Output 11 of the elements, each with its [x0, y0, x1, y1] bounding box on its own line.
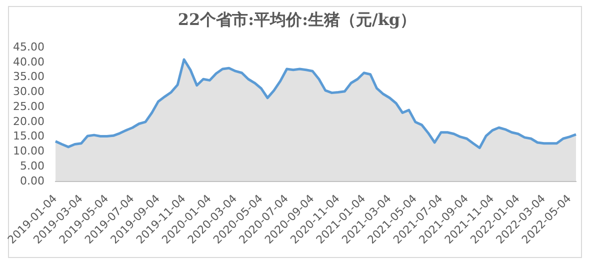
y-tick-label: 0.00 [20, 174, 44, 188]
y-tick-label: 25.00 [12, 100, 44, 113]
y-tick-label: 35.00 [12, 70, 44, 84]
y-tick-label: 20.00 [12, 114, 44, 128]
y-tick-label: 15.00 [12, 130, 44, 143]
y-tick-label: 45.00 [12, 40, 44, 54]
y-tick-label: 40.00 [12, 55, 44, 68]
y-tick-label: 10.00 [12, 144, 44, 158]
y-tick-label: 5.00 [20, 159, 44, 172]
chart-title: 22个省市:平均价:生猪（元/kg） [176, 10, 418, 31]
y-tick-label: 30.00 [12, 85, 44, 98]
